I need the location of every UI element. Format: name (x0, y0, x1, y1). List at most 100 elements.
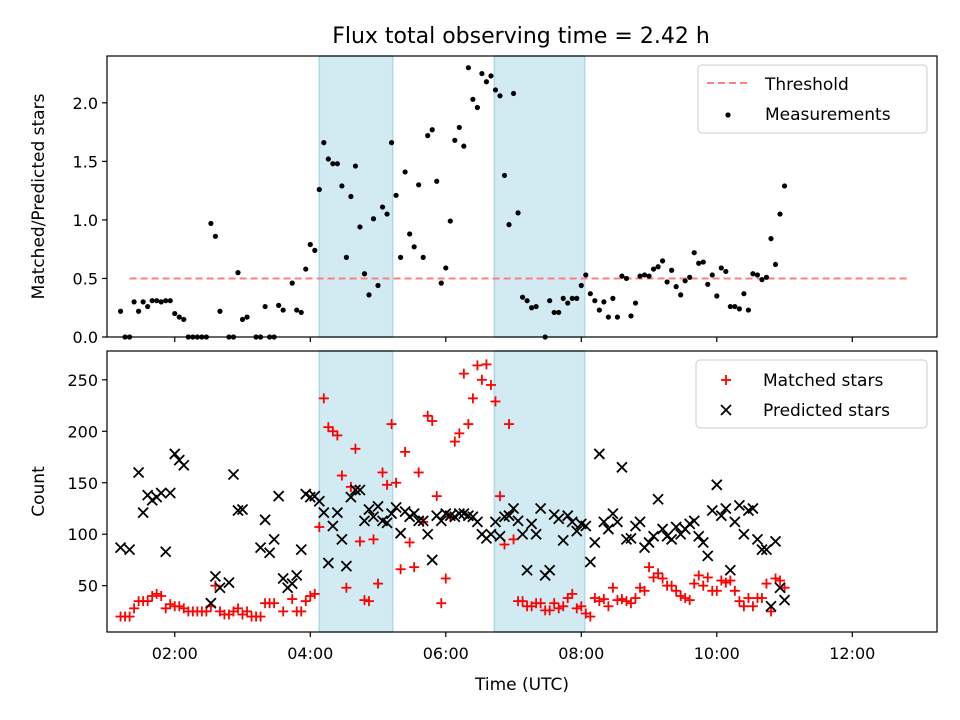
measurement-point (280, 307, 286, 313)
predicted-star-marker (562, 510, 574, 522)
measurement-point (610, 295, 616, 301)
axes-frame (106, 55, 938, 338)
measurement-point (732, 303, 738, 310)
measurement-point (714, 293, 720, 299)
legend-box (697, 64, 928, 134)
predicted-star-marker (164, 487, 176, 499)
measurement-point (705, 281, 711, 287)
matched-star-marker (770, 573, 781, 584)
measurement-point (384, 211, 390, 217)
measurement-point (759, 277, 765, 283)
y-tick-label: 250 (67, 371, 98, 390)
y-axis-label: Matched/Predicted stars (29, 93, 49, 299)
matched-star-marker (467, 393, 478, 404)
measurement-point (447, 218, 453, 224)
predicted-star-marker (349, 484, 362, 496)
x-tick-label: 10:00 (694, 644, 740, 663)
matched-star-marker (639, 585, 650, 596)
y-tick-label: 2.0 (73, 94, 98, 113)
matched-star-marker (269, 598, 280, 609)
matched-star-marker (607, 582, 618, 593)
measurement-point (528, 305, 535, 311)
predicted-star-marker (720, 502, 732, 515)
matched-star-marker (680, 593, 691, 604)
predicted-star-marker (123, 544, 136, 556)
matched-star-marker (594, 596, 605, 607)
measurement-point (163, 298, 169, 304)
predicted-star-marker (774, 582, 786, 594)
measurement-point (574, 295, 580, 301)
measurement-point (131, 299, 137, 305)
measurement-point (659, 258, 666, 264)
predicted-star-marker (688, 515, 700, 527)
predicted-star-marker (390, 501, 402, 514)
predicted-star-marker (512, 515, 524, 527)
x-tick-label: 02:00 (152, 644, 198, 663)
x-tick-label: 08:00 (558, 644, 604, 663)
matched-star-marker (684, 595, 695, 606)
measurement-point (556, 309, 562, 316)
measurement-point (307, 241, 313, 248)
predicted-star-marker (327, 520, 339, 532)
measurement-point (149, 298, 155, 304)
measurement-point (176, 314, 182, 320)
matched-star-marker (440, 573, 451, 584)
matched-star-marker (174, 601, 185, 612)
predicted-star-marker (132, 466, 145, 479)
measurement-point (619, 273, 625, 279)
matched-star-marker (350, 443, 361, 454)
matched-star-marker (725, 575, 736, 586)
measurement-point (750, 271, 756, 277)
measurement-point (366, 292, 372, 298)
predicted-star-marker (494, 530, 506, 542)
matched-star-marker (156, 590, 167, 601)
predicted-star-marker (340, 560, 353, 572)
measurement-point (736, 306, 742, 312)
y-tick-label: 0.5 (73, 269, 98, 288)
matched-star-marker (386, 419, 397, 430)
predicted-star-marker (435, 515, 447, 527)
matched-star-marker (309, 588, 320, 599)
predicted-star-marker (760, 544, 773, 556)
matched-star-marker (377, 467, 388, 478)
predicted-star-marker (367, 511, 380, 523)
y-tick-label: 100 (67, 525, 98, 544)
measurement-point (673, 284, 679, 290)
measurement-point (650, 266, 657, 272)
predicted-star-marker (205, 597, 217, 609)
predicted-star-marker (521, 564, 533, 576)
matched-star-marker (463, 419, 474, 430)
matched-star-marker (404, 537, 415, 548)
predicted-star-marker (516, 528, 529, 540)
measurement-point (696, 260, 702, 266)
measurement-point (361, 271, 368, 277)
matched-star-marker (693, 570, 704, 581)
y-tick-label: 200 (67, 422, 98, 441)
measurement-point (325, 156, 331, 162)
matched-star-marker (553, 603, 564, 614)
predicted-star-marker (385, 507, 398, 520)
measurement-point (465, 65, 471, 71)
measurement-point (578, 282, 584, 289)
matched-star-marker (567, 588, 578, 599)
y-tick-label: 0.0 (73, 328, 98, 347)
matched-star-marker (666, 580, 677, 591)
measurement-point (718, 265, 724, 271)
predicted-star-marker (426, 554, 438, 566)
measurement-point (470, 96, 476, 102)
predicted-star-marker (733, 499, 746, 512)
matched-star-marker (743, 593, 754, 604)
matched-star-marker (142, 596, 153, 607)
matched-star-marker (616, 594, 627, 605)
axes-frame (106, 350, 938, 633)
predicted-star-marker (331, 506, 344, 519)
matched-star-marker (151, 588, 162, 599)
matched-star-marker (232, 603, 243, 614)
matched-star-marker (517, 596, 528, 607)
legend-predicted-label: Predicted stars (763, 401, 890, 421)
measurement-point (727, 303, 733, 310)
measurement-point (669, 267, 675, 273)
matched-star-marker (585, 611, 596, 622)
measurement-point (208, 220, 214, 227)
measurement-point (628, 313, 634, 319)
